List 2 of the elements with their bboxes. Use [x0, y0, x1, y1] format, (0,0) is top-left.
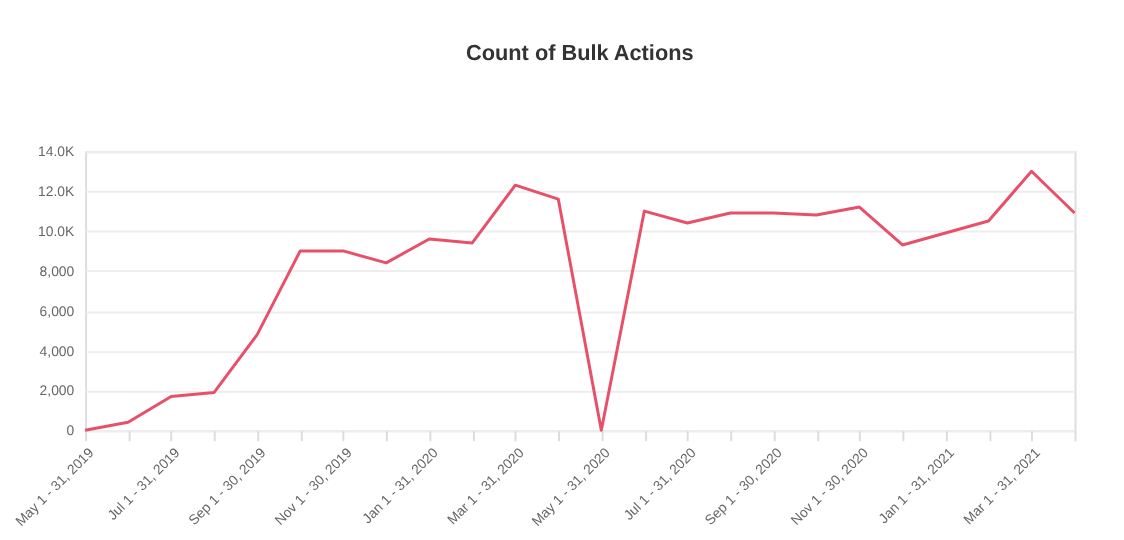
chart-title: Count of Bulk Actions	[466, 42, 694, 67]
line-series	[83, 169, 1077, 432]
